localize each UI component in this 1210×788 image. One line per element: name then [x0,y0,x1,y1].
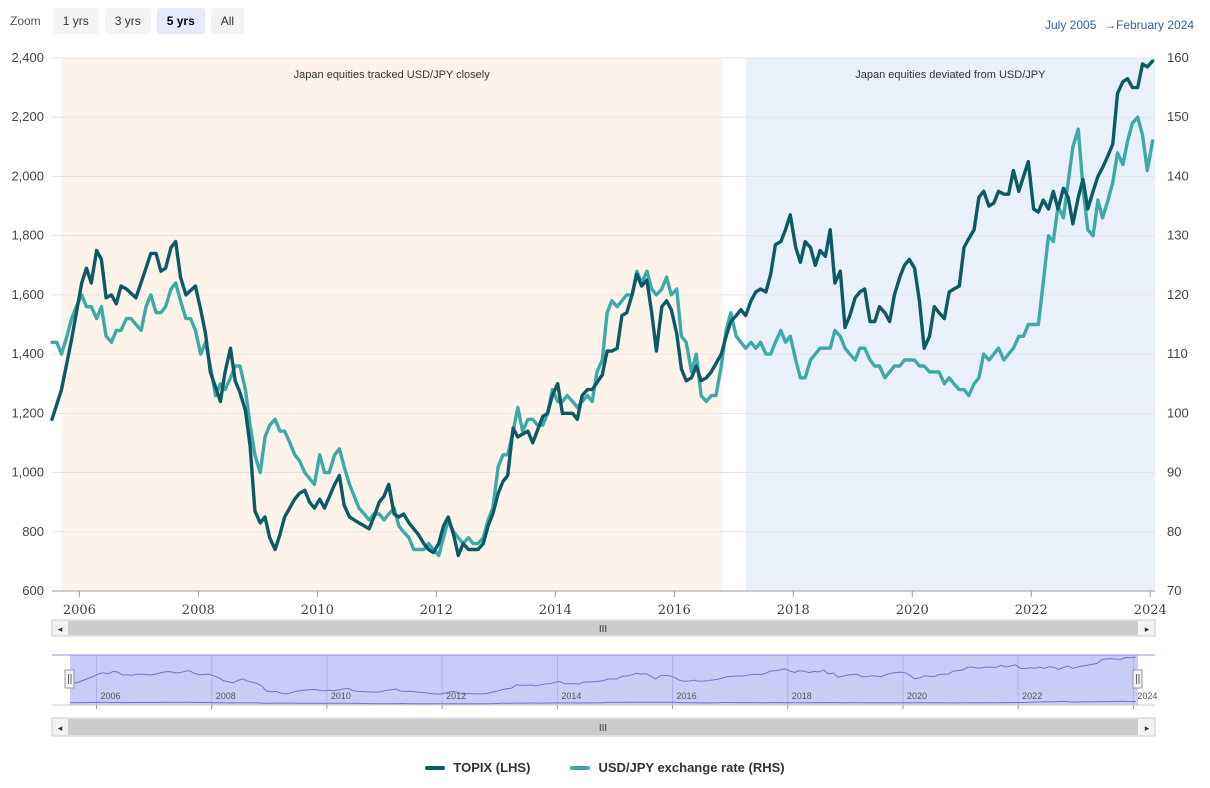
y-right-tick-label: 80 [1167,524,1181,539]
y-right-tick-label: 160 [1167,50,1189,65]
zoom-bar: Zoom 1 yrs 3 yrs 5 yrs All [10,8,245,34]
top-scrollbar-grip[interactable]: III [599,624,607,635]
top-scrollbar-left-arrow[interactable]: ◂ [58,624,63,634]
annotations: Japan equities tracked USD/JPY closely Ja… [294,69,1046,81]
navigator-usdjpy-line [70,700,1136,705]
navigator-tick-label: 2010 [331,691,351,701]
x-tick-label: 2008 [182,603,215,618]
zoom-all-button[interactable]: All [210,8,245,34]
navigator-ticks: 2006 2008 2010 2012 2014 2016 2018 2020 2022 2024 [95,691,1157,709]
x-axis: 2006 2008 2010 2012 2014 2016 2018 2020 2022 2024 [52,590,1167,618]
annotation-1: Japan equities deviated from USD/JPY [855,69,1046,81]
y-right-tick-label: 100 [1167,405,1189,420]
y-left-tick-label: 800 [22,524,44,539]
y-axis-right: 70 80 90 100 110 120 130 140 150 160 [1167,50,1189,598]
navigator-handle-left[interactable] [64,669,75,689]
x-tick-label: 2018 [777,603,810,618]
navigator-tick-label: 2016 [677,691,697,701]
background-bands [61,58,1155,591]
y-left-tick-label: 600 [22,583,44,598]
legend: TOPIX (LHS) USD/JPY exchange rate (RHS) [0,760,1210,775]
x-tick-label: 2024 [1134,603,1167,618]
legend-swatch-usdjpy [570,765,591,770]
navigator-tick-label: 2018 [792,691,812,701]
y-left-tick-label: 1,200 [11,405,44,420]
navigator[interactable]: 2006 2008 2010 2012 2014 2016 2018 2020 2022 2024 [52,654,1157,709]
y-left-tick-label: 2,200 [11,109,44,124]
y-right-tick-label: 140 [1167,168,1189,183]
band-1 [745,58,1155,591]
y-right-tick-label: 150 [1167,109,1189,124]
series-lines [50,59,1155,558]
annotation-0: Japan equities tracked USD/JPY closely [294,69,491,81]
bottom-scrollbar[interactable]: III ◂ ▸ [51,717,1156,737]
navigator-tick-label: 2006 [100,691,120,701]
navigator-handle-right[interactable] [1132,669,1143,689]
y-right-tick-label: 90 [1167,465,1181,480]
top-scrollbar-right-arrow[interactable]: ▸ [1145,624,1150,634]
bottom-scrollbar-right-arrow[interactable]: ▸ [1145,723,1150,733]
y-left-tick-label: 1,800 [11,228,44,243]
navigator-topix-line [69,656,1136,695]
navigator-tick-label: 2024 [1137,691,1157,701]
zoom-label: Zoom [10,14,41,28]
range-to-label[interactable]: →February 2024 [1104,18,1195,32]
top-scrollbar-thumb[interactable] [68,621,1138,635]
navigator-tick-label: 2008 [216,691,236,701]
x-tick-label: 2014 [539,603,572,618]
y-axis-left: 600 800 1,000 1,200 1,400 1,600 1,800 2,000 2,20… [11,50,44,598]
x-tick-label: 2006 [63,603,96,618]
navigator-tick-label: 2014 [561,691,581,701]
y-left-tick-label: 2,000 [11,168,44,183]
navigator-tick-label: 2022 [1022,691,1042,701]
legend-label-usdjpy: USD/JPY exchange rate (RHS) [598,760,785,775]
range-from-label[interactable]: July 2005 [1045,18,1097,32]
x-tick-label: 2016 [658,603,691,618]
y-left-tick-label: 1,400 [11,346,44,361]
bottom-scrollbar-grip[interactable]: III [599,723,607,734]
y-left-tick-label: 1,600 [11,287,44,302]
topix-line [50,59,1155,558]
zoom-5yr-button[interactable]: 5 yrs [156,8,205,34]
legend-item-usdjpy[interactable]: USD/JPY exchange rate (RHS) [570,760,785,775]
navigator-tick-label: 2020 [907,691,927,701]
legend-label-topix: TOPIX (LHS) [453,760,531,775]
bottom-scrollbar-left-arrow[interactable]: ◂ [58,723,63,733]
chart-svg: Japan equities tracked USD/JPY closely Ja… [11,50,1189,737]
y-right-tick-label: 120 [1167,287,1189,302]
y-right-tick-label: 110 [1167,346,1188,361]
y-right-tick-label: 70 [1167,583,1181,598]
x-tick-label: 2010 [301,603,334,618]
legend-item-topix[interactable]: TOPIX (LHS) [425,760,530,775]
navigator-tick-label: 2012 [446,691,466,701]
y-right-tick-label: 130 [1167,228,1189,243]
legend-swatch-topix [425,765,446,770]
zoom-3yr-button[interactable]: 3 yrs [104,8,151,34]
top-scrollbar[interactable]: III ◂ ▸ [51,619,1156,637]
x-tick-label: 2022 [1015,603,1048,618]
y-left-tick-label: 2,400 [11,50,44,65]
usdjpy-line [50,115,1155,558]
bottom-scrollbar-thumb[interactable] [68,719,1138,735]
x-tick-label: 2012 [420,603,453,618]
zoom-1yr-button[interactable]: 1 yrs [52,8,99,34]
y-left-tick-label: 1,000 [11,465,44,480]
x-tick-label: 2020 [896,603,929,618]
